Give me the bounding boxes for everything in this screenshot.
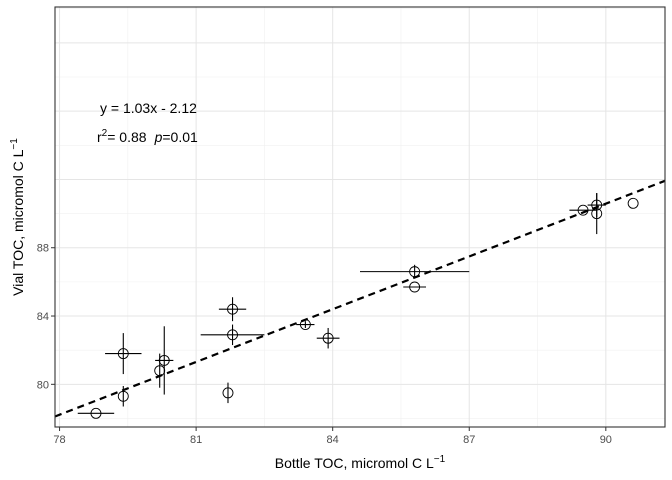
y-tick-label: 84 bbox=[37, 311, 49, 323]
x-axis-ticks: 78 81 84 87 90 bbox=[53, 427, 612, 446]
y-axis-title-superscript: −1 bbox=[9, 138, 20, 150]
y-tick-label: 88 bbox=[37, 243, 49, 255]
y-tick-label: 80 bbox=[37, 379, 49, 391]
data-point bbox=[222, 387, 234, 399]
y-axis-title-text: Vial TOC, micromol C L bbox=[10, 149, 26, 295]
x-tick-label: 84 bbox=[327, 434, 339, 446]
x-tick-label: 87 bbox=[463, 434, 475, 446]
r2-value: = 0.88 bbox=[107, 129, 147, 145]
data-point bbox=[158, 354, 170, 366]
plot-border bbox=[54, 6, 666, 428]
y-axis-title: Vial TOC, micromol C L−1 bbox=[9, 138, 26, 296]
data-point bbox=[409, 266, 421, 278]
data-point bbox=[409, 281, 421, 293]
regression-equation: y = 1.03x - 2.12 bbox=[100, 100, 197, 116]
data-point bbox=[117, 348, 129, 360]
data-point bbox=[591, 208, 603, 220]
data-point bbox=[577, 204, 589, 216]
x-tick-label: 81 bbox=[190, 434, 202, 446]
x-tick-label: 90 bbox=[600, 434, 612, 446]
r2-prefix: r bbox=[97, 129, 102, 145]
x-axis-title-text: Bottle TOC, micromol C L bbox=[275, 455, 434, 471]
x-axis-title-superscript: −1 bbox=[434, 454, 446, 465]
x-axis-title: Bottle TOC, micromol C L−1 bbox=[275, 454, 446, 471]
data-point bbox=[154, 365, 166, 377]
p-symbol: p bbox=[154, 129, 163, 145]
data-point bbox=[227, 303, 238, 315]
major-grid bbox=[55, 7, 665, 427]
fit-layer bbox=[54, 179, 666, 418]
minor-grid bbox=[55, 7, 665, 427]
y-axis-ticks: 80 84 88 bbox=[37, 243, 55, 391]
regression-line bbox=[54, 179, 666, 418]
data-point bbox=[627, 197, 639, 209]
data-point bbox=[227, 329, 238, 341]
p-value: =0.01 bbox=[162, 129, 198, 145]
data-point bbox=[322, 332, 334, 344]
data-point bbox=[90, 407, 102, 419]
error-bars bbox=[77, 193, 606, 414]
data-point bbox=[117, 390, 129, 402]
regression-stats: r2= 0.88 p=0.01 bbox=[97, 128, 198, 145]
r2-superscript: 2 bbox=[102, 128, 108, 139]
data-point bbox=[591, 199, 603, 211]
data-point bbox=[299, 319, 311, 331]
x-tick-label: 78 bbox=[53, 434, 65, 446]
data-points bbox=[90, 197, 639, 419]
